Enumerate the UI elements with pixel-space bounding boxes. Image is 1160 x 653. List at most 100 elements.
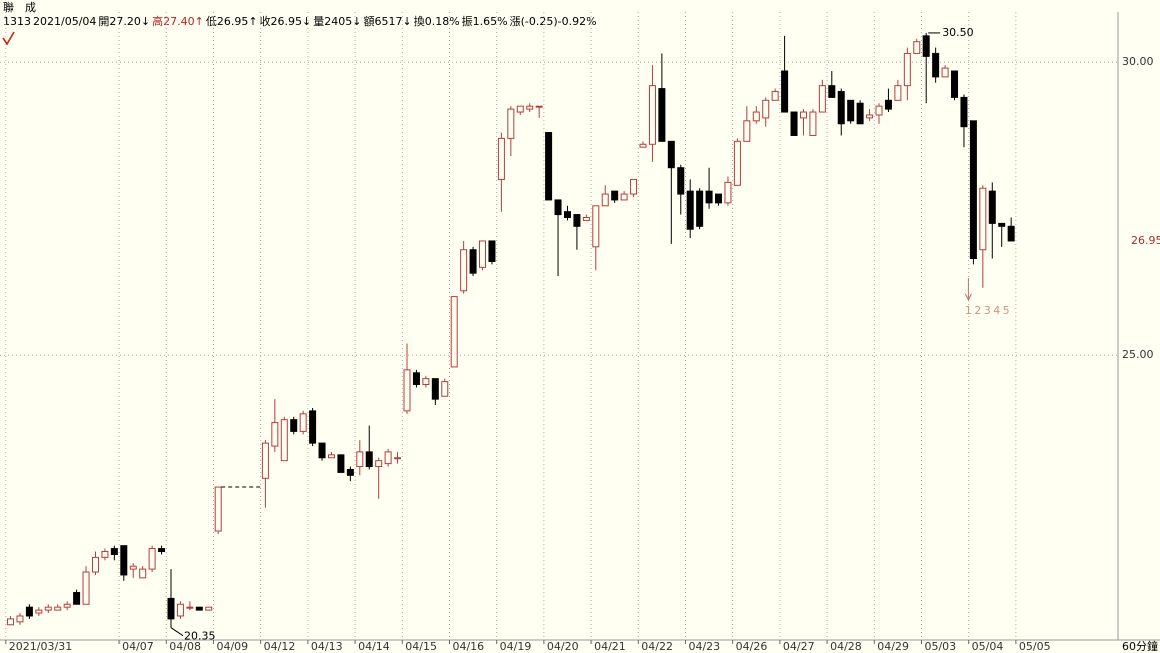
candle-body [969, 120, 977, 260]
candle-body [856, 102, 864, 125]
x-tick-label: 04/07 [122, 640, 154, 653]
candle-body [318, 442, 326, 459]
x-tick-label: 2021/03/31 [9, 640, 72, 653]
x-tick-label: 05/03 [924, 640, 956, 653]
candle-body [743, 120, 751, 142]
low-pointer [170, 627, 184, 637]
info-item: 1313 [3, 15, 31, 28]
candle-body [35, 609, 43, 614]
candle-body [696, 190, 704, 227]
candle-body [139, 568, 147, 579]
candle-body [7, 618, 15, 626]
info-item: 換0.18% [413, 15, 460, 28]
candle-body [431, 378, 439, 400]
candle-body [365, 451, 373, 468]
candle-body [148, 548, 156, 570]
info-item: 開27.20↓ [98, 15, 151, 28]
candle-body [186, 606, 194, 609]
candle-body [582, 217, 590, 221]
candle-body [394, 457, 402, 460]
x-tick-label: 04/27 [783, 640, 815, 653]
info-item: 收26.95↓ [259, 15, 312, 28]
x-tick-label: 04/28 [830, 640, 862, 653]
x-tick-label: 04/15 [405, 640, 437, 653]
candle-body [469, 249, 477, 274]
candle-body [733, 140, 741, 186]
candle-body [951, 70, 959, 98]
candle-body [988, 190, 996, 224]
candle-body [73, 592, 81, 605]
candle-body [875, 105, 883, 116]
candle-body [592, 205, 600, 248]
count-label: 4 [993, 304, 1000, 317]
info-item: 漲(-0.25)-0.92% [509, 15, 597, 28]
candle-body [658, 88, 666, 142]
count-label: 2 [974, 304, 981, 317]
candle-body [932, 52, 940, 78]
candle-body [516, 105, 524, 113]
candle-body [158, 548, 166, 553]
count-label: 5 [1003, 304, 1010, 317]
candle-body [998, 222, 1006, 227]
candle-body [818, 85, 826, 113]
candle-body [82, 571, 90, 605]
candle-body [837, 91, 845, 125]
y-tick-label: 30.00 [1122, 55, 1154, 68]
high-label: 30.50 [942, 26, 974, 39]
x-tick-label: 04/29 [877, 640, 909, 653]
candle-body [630, 178, 638, 195]
candle-body [375, 460, 383, 468]
info-item: 低26.95↑ [205, 15, 258, 28]
candle-body [205, 606, 213, 611]
candle-body [847, 99, 855, 122]
candle-body [1007, 225, 1015, 242]
info-item: 量2405↓ [313, 15, 362, 28]
candle-body [979, 187, 987, 251]
candle-body [101, 551, 109, 558]
info-item: 額6517↓ [363, 15, 412, 28]
candle-body [526, 105, 534, 110]
candle-body [384, 451, 392, 465]
candle-body [790, 111, 798, 136]
candle-body [299, 413, 307, 432]
candle-body [535, 105, 543, 108]
candle-body [960, 96, 968, 128]
x-tick-label: 04/19 [500, 640, 532, 653]
info-item: 振1.65% [461, 15, 508, 28]
candle-body [762, 99, 770, 119]
candle-body [715, 193, 723, 204]
candle-body [110, 548, 118, 555]
candle-body [894, 85, 902, 101]
candle-body [488, 240, 496, 262]
low-label: 20.35 [184, 630, 216, 643]
candle-body [290, 419, 298, 432]
candle-body [573, 214, 581, 227]
info-item: 高27.40↑ [152, 15, 204, 28]
candle-body [828, 85, 836, 98]
check-icon [2, 31, 15, 46]
marker-arrow [964, 278, 972, 302]
candle-body [63, 603, 71, 608]
candle-body [866, 114, 874, 119]
candle-body [601, 193, 609, 207]
x-tick-label: 04/08 [169, 640, 201, 653]
candle-body [922, 35, 930, 57]
candle-body [91, 556, 99, 573]
candle-body [620, 193, 628, 201]
candle-body [913, 41, 921, 54]
candle-body [781, 70, 789, 113]
info-line: 1313 2021/05/04 開27.20↓ 高27.40↑ 低26.95↑ 收26.9… [3, 15, 599, 29]
candle-body [280, 419, 288, 462]
candle-body [450, 296, 458, 368]
candle-body [724, 181, 732, 204]
interval-label: 60分鐘 [1122, 639, 1158, 653]
x-tick-label: 04/13 [311, 640, 343, 653]
candle-body [507, 108, 515, 139]
candle-body [686, 190, 694, 230]
candle-body [129, 565, 137, 570]
candle-body [16, 615, 24, 623]
x-tick-label: 04/21 [594, 640, 626, 653]
x-tick-label: 04/22 [641, 640, 673, 653]
